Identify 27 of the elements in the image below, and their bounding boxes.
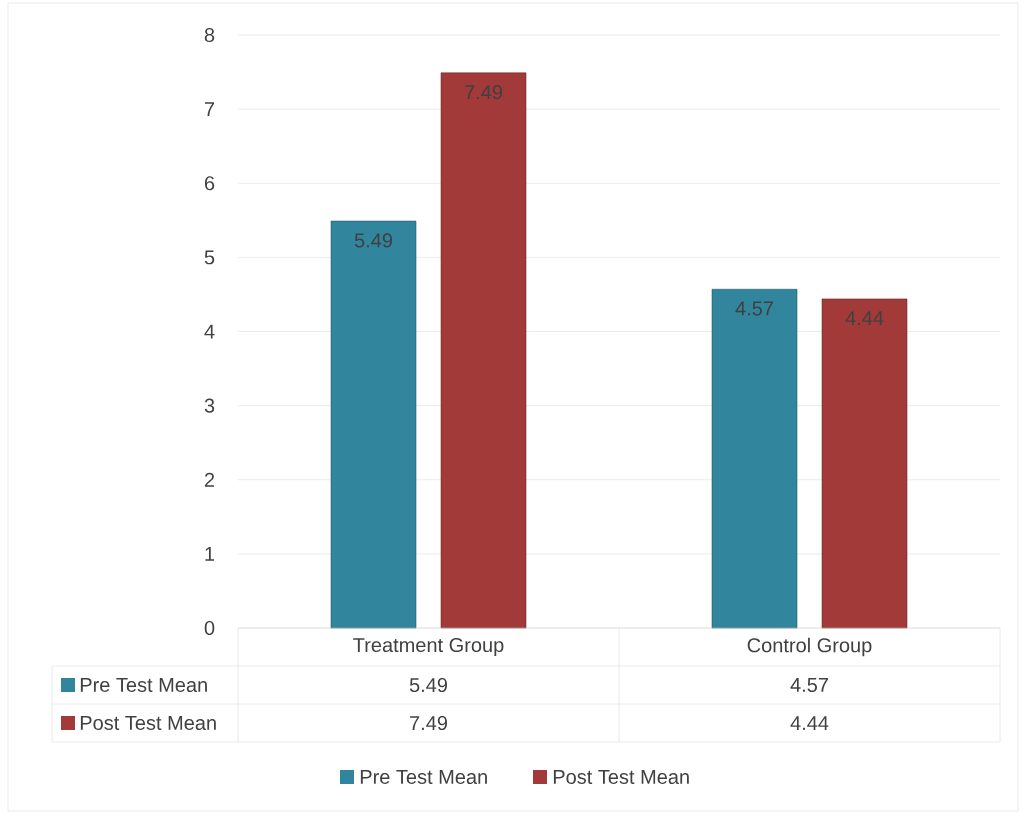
y-tick-label: 6 [204, 176, 215, 191]
text: 5.49 [409, 677, 448, 693]
y-tick-label: 0 [204, 620, 215, 636]
data-label: 5.49 [354, 233, 392, 248]
data-label: 4.57 [735, 301, 773, 316]
y-tick-label: 7 [204, 102, 215, 117]
bar [440, 72, 527, 629]
x-tick-label: Control Group [747, 637, 872, 657]
text: Pre Test Mean [360, 770, 487, 784]
legend-label: Post Test Mean [553, 770, 689, 784]
bar [821, 298, 908, 629]
legend-label: Pre Test Mean [80, 678, 207, 692]
data-label: 4.44 [845, 311, 884, 325]
text: 4.44 [790, 716, 829, 730]
text: 4.57 [790, 678, 828, 692]
y-tick-label: 5 [204, 250, 215, 265]
y-tick-label: 8 [204, 27, 215, 43]
y-tick-label: 4 [204, 324, 215, 339]
text: Post Test Mean [80, 716, 216, 730]
x-tick-label: Treatment Group [353, 637, 504, 657]
y-tick-label: 2 [204, 472, 215, 487]
y-tick-label: 3 [204, 398, 215, 413]
bar [330, 220, 417, 629]
y-tick-label: 1 [205, 547, 215, 561]
text: 7.49 [410, 715, 448, 731]
bar [711, 288, 798, 629]
data-label: 7.49 [465, 85, 503, 100]
